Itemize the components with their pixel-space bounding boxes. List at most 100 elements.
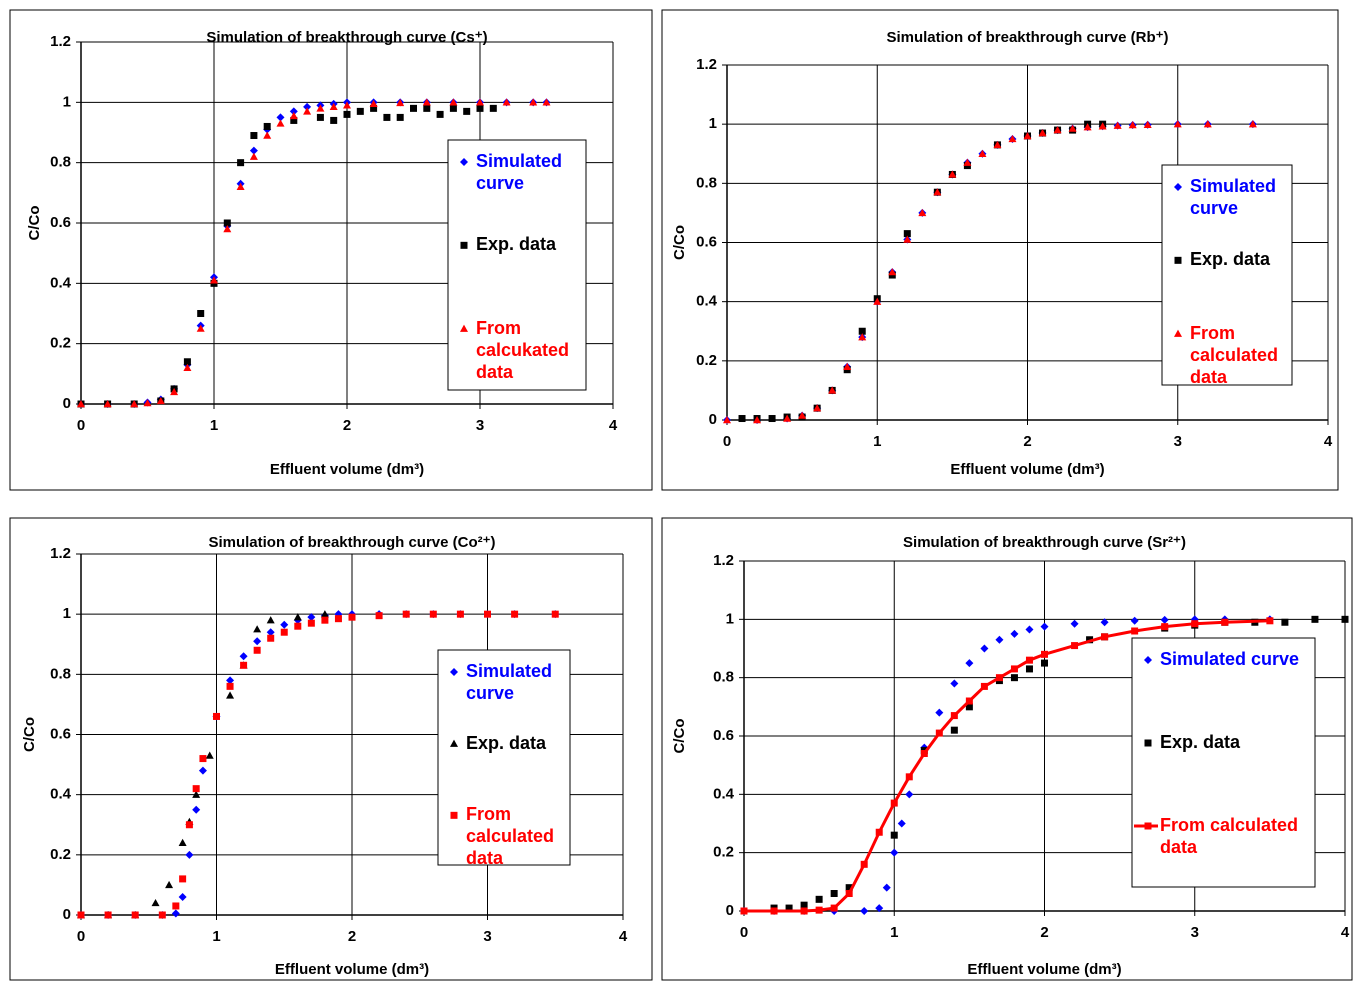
point	[890, 831, 898, 839]
y-tick-label: 0.2	[713, 844, 734, 861]
point	[1113, 121, 1122, 129]
point	[198, 766, 207, 775]
point	[476, 98, 484, 106]
legend-entry: From calcukated data	[476, 317, 570, 382]
point	[1068, 124, 1077, 132]
point	[334, 615, 342, 623]
point	[1128, 121, 1137, 129]
y-axis-label: C/Co	[671, 719, 688, 754]
point	[402, 610, 410, 618]
point	[903, 230, 911, 238]
point	[800, 901, 808, 909]
x-tick-label: 0	[723, 433, 731, 450]
point	[935, 708, 944, 717]
point	[1311, 615, 1319, 623]
y-tick-label: 1	[709, 115, 717, 132]
point	[1191, 620, 1199, 628]
y-tick-label: 0.8	[696, 174, 717, 191]
point	[103, 400, 112, 408]
point	[980, 644, 989, 653]
point	[882, 883, 891, 892]
point	[1130, 616, 1139, 625]
point	[185, 821, 193, 829]
y-axis-label: C/Co	[26, 206, 43, 241]
point	[370, 104, 378, 112]
y-tick-label: 0.6	[696, 233, 717, 250]
y-tick-label: 1.2	[713, 552, 734, 569]
point	[950, 679, 959, 688]
point	[192, 790, 201, 798]
x-tick-label: 3	[1174, 433, 1182, 450]
point	[551, 610, 559, 618]
point	[858, 333, 867, 341]
point	[542, 98, 551, 106]
point	[843, 362, 852, 370]
legend-label: Exp. data	[1160, 732, 1241, 752]
y-tick-label: 1	[63, 93, 71, 110]
point	[307, 619, 315, 627]
point	[170, 387, 179, 396]
point	[950, 712, 958, 720]
point	[1101, 633, 1109, 641]
point	[237, 159, 245, 167]
point	[815, 895, 823, 903]
point	[197, 310, 205, 317]
legend-label: Simulated curve	[1190, 176, 1277, 218]
point	[813, 404, 822, 412]
legend-box	[1161, 164, 1293, 386]
legend-entry: Simulated curve	[1190, 176, 1277, 218]
point	[266, 616, 275, 624]
point	[410, 104, 417, 112]
point	[151, 898, 160, 907]
point	[1025, 625, 1034, 634]
point	[383, 113, 391, 121]
point	[890, 799, 898, 807]
legend-label: From calcukated data	[476, 317, 570, 382]
legend-entry: Exp. data	[1190, 249, 1270, 269]
legend-marker	[1144, 656, 1152, 664]
point	[905, 790, 914, 799]
point	[948, 170, 957, 178]
point	[276, 119, 285, 127]
point	[1248, 120, 1257, 128]
x-tick-label: 3	[1191, 924, 1199, 941]
point	[250, 132, 258, 140]
point	[165, 880, 174, 889]
point	[236, 182, 245, 190]
point	[858, 327, 866, 335]
x-tick-label: 3	[476, 417, 484, 434]
point	[263, 131, 272, 139]
point	[210, 276, 218, 284]
point	[888, 268, 897, 276]
point	[196, 324, 205, 332]
legend-marker	[450, 811, 458, 819]
y-tick-label: 0.4	[696, 293, 718, 310]
point	[875, 904, 884, 913]
point	[860, 860, 868, 868]
point	[980, 682, 988, 690]
point	[303, 102, 312, 111]
y-tick-label: 1.2	[50, 33, 71, 50]
point	[873, 297, 882, 305]
point	[253, 637, 262, 646]
series	[740, 617, 1274, 915]
x-tick-label: 0	[740, 924, 748, 941]
legend-marker	[450, 668, 458, 676]
point	[77, 400, 85, 408]
point	[226, 691, 235, 699]
y-tick-label: 0	[726, 902, 734, 919]
point	[753, 416, 762, 424]
point	[995, 674, 1003, 682]
point	[903, 235, 912, 243]
point	[1070, 619, 1079, 628]
legend-entry: Exp. data	[1160, 732, 1241, 752]
legend-label: Simulated curve	[1160, 649, 1300, 669]
point	[1281, 618, 1289, 626]
point	[489, 104, 497, 112]
point	[267, 634, 275, 642]
point	[978, 149, 987, 157]
point	[798, 411, 807, 419]
point	[1023, 132, 1032, 140]
x-tick-label: 2	[1040, 924, 1048, 941]
y-tick-label: 0	[709, 411, 717, 428]
